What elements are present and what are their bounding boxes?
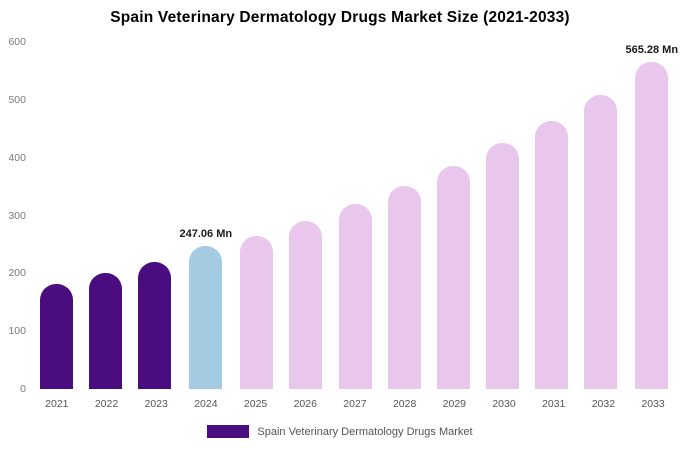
x-label-2026: 2026: [293, 398, 317, 410]
x-label-2030: 2030: [492, 398, 516, 410]
bar-column-2029: [429, 42, 478, 389]
bar-column-2022: [81, 42, 130, 389]
bar-2025: [240, 235, 274, 389]
y-tick-500: 500: [8, 93, 26, 106]
bar-column-2031: [527, 42, 576, 389]
x-label-2032: 2032: [591, 398, 616, 410]
bar-2032: [584, 94, 618, 389]
legend: Spain Veterinary Dermatology Drugs Marke…: [0, 425, 680, 438]
legend-label: Spain Veterinary Dermatology Drugs Marke…: [257, 425, 473, 438]
annotation-2024: 247.06 Mn: [179, 228, 233, 241]
x-axis-labels: 2021 2022 2023 2024 2025 2026 2027 2028 2029 2030…: [32, 398, 678, 410]
bar-2026: [289, 220, 323, 389]
bar-2029: [436, 166, 470, 389]
x-label-2033: 2033: [641, 398, 665, 410]
x-label-2031: 2031: [542, 398, 566, 410]
bar-2022: [89, 273, 123, 389]
x-label-2024: 2024: [194, 398, 218, 410]
x-label-2022: 2022: [94, 398, 119, 410]
bar-column-2033: 565.28 Mn: [625, 42, 678, 389]
y-tick-200: 200: [8, 267, 26, 280]
x-label-2023: 2023: [144, 398, 168, 410]
bar-2028: [387, 186, 421, 389]
bar-column-2025: [232, 42, 281, 389]
y-tick-0: 0: [20, 383, 26, 395]
bar-2033: [635, 62, 669, 389]
bar-column-2028: [380, 42, 429, 389]
bar-column-2021: [32, 42, 81, 389]
annotation-2033: 565.28 Mn: [625, 44, 679, 57]
x-label-2025: 2025: [243, 398, 268, 410]
bar-column-2023: [130, 42, 179, 389]
x-label-2027: 2027: [343, 398, 367, 410]
bar-column-2026: [281, 42, 330, 389]
x-label-2021: 2021: [45, 398, 69, 410]
chart-title: Spain Veterinary Dermatology Drugs Marke…: [110, 9, 570, 26]
bar-2030: [486, 143, 520, 389]
bars: 247.06 Mn 565.28 Mn: [32, 42, 678, 389]
y-axis: 0 100 200 300 400 500 600: [0, 36, 30, 395]
y-tick-100: 100: [8, 325, 26, 338]
bar-2021: [40, 283, 74, 389]
bar-2031: [535, 120, 569, 389]
bar-column-2024: 247.06 Mn: [179, 42, 233, 389]
legend-swatch: [207, 425, 250, 438]
y-tick-400: 400: [8, 151, 26, 164]
y-tick-600: 600: [8, 36, 26, 48]
bar-2024: [189, 246, 223, 389]
bar-2027: [338, 203, 372, 389]
bar-column-2027: [330, 42, 379, 389]
x-label-2029: 2029: [442, 398, 467, 410]
x-label-2028: 2028: [392, 398, 417, 410]
bar-2023: [138, 261, 172, 389]
bar-column-2030: [478, 42, 527, 389]
y-tick-300: 300: [8, 209, 26, 222]
bar-column-2032: [576, 42, 625, 389]
